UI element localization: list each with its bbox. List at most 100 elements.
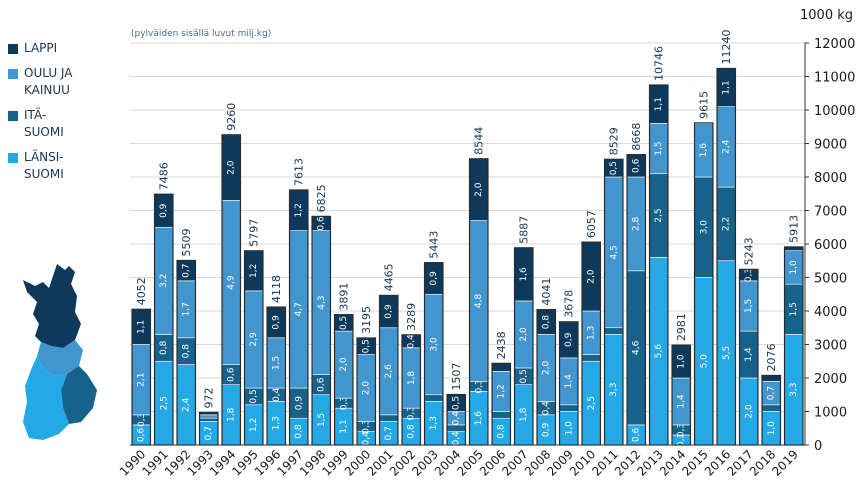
segment-label: 0,5	[519, 369, 529, 383]
segment-label: 0,3	[677, 423, 687, 437]
segment-label: 0,8	[407, 424, 417, 439]
segment-label: 1,3	[272, 416, 282, 430]
segment-label: 0,4	[272, 387, 282, 402]
legend: LAPPI OULU JA KAINUU ITÄ- SUOMI LÄNSI- SUOMI	[8, 40, 118, 191]
segment-label: 5,6	[654, 344, 664, 359]
segment-label: 2,4	[722, 139, 732, 154]
legend-label: SUOMI	[24, 167, 64, 181]
segment-label: 0,5	[339, 316, 349, 330]
segment-label: 0,6	[227, 367, 237, 382]
segment-label: 0,8	[294, 424, 304, 439]
segment-label: 1,6	[519, 267, 529, 282]
legend-label: LAPPI	[24, 41, 58, 55]
total-label: 5797	[248, 219, 261, 247]
y-axis: 0 1000 2000 3000 4000 5000 6000 7000 8000 9000 100…	[804, 37, 855, 454]
segment-label: 1,1	[339, 419, 349, 433]
bar-segment	[761, 404, 781, 412]
bar-segment	[604, 327, 624, 335]
segment-label: 3,2	[159, 274, 169, 288]
total-label: 9260	[225, 103, 238, 131]
total-label: 8529	[608, 127, 621, 155]
segment-label: 0,3	[677, 433, 687, 447]
segment-label: 1,8	[407, 371, 417, 386]
segment-label: 2,1	[137, 373, 147, 387]
segment-label: 2,0	[744, 404, 754, 419]
segment-label: 1,2	[249, 418, 259, 432]
segment-label: 0,6	[137, 428, 147, 443]
total-label: 7613	[293, 158, 306, 186]
segment-label: 4,6	[632, 340, 642, 355]
legend-item: LAPPI	[8, 40, 118, 57]
segment-label: 1,8	[227, 407, 237, 422]
segment-label: 1,5	[789, 302, 799, 316]
segment-label: 2,5	[587, 396, 597, 410]
total-label: 972	[203, 387, 216, 408]
segment-label: 4,9	[227, 275, 237, 290]
segment-label: 0,4	[542, 401, 552, 416]
segment-label: 3,0	[699, 220, 709, 235]
legend-label: ITÄ-	[24, 108, 47, 122]
segment-label: 1,4	[744, 347, 754, 362]
segment-label: 0,7	[204, 426, 214, 440]
total-label: 2981	[675, 313, 688, 341]
total-label: 8668	[630, 123, 643, 151]
segment-label: 1,0	[677, 354, 687, 369]
segment-label: 2,0	[519, 327, 529, 342]
legend-item: LÄNSI- SUOMI	[8, 149, 118, 183]
segment-label: 1,4	[677, 394, 687, 409]
segment-label: 2,8	[632, 216, 642, 231]
segment-label: 0,5	[362, 339, 372, 353]
segment-label: 1,7	[182, 302, 192, 316]
segment-label: 2,6	[384, 364, 394, 379]
map-region-lansi-suomi	[23, 356, 69, 440]
legend-item: OULU JA KAINUU	[8, 65, 118, 99]
segment-label: 0,4	[362, 431, 372, 446]
segment-label: 1,1	[654, 97, 664, 111]
segment-label: 5,5	[722, 346, 732, 360]
map-region-ita-suomi	[61, 366, 97, 424]
y-tick-label: 4000	[814, 305, 847, 320]
segment-label: 0,9	[564, 332, 574, 347]
x-tick-label: 2019	[769, 447, 800, 478]
total-label: 5509	[180, 228, 193, 256]
y-tick-label: 10000	[814, 104, 855, 119]
segment-label: 2,5	[159, 396, 169, 410]
segment-label: 3,3	[789, 383, 799, 397]
segment-label: 0,5	[609, 161, 619, 175]
total-label: 4118	[270, 275, 283, 303]
segment-label: 0,8	[159, 340, 169, 355]
segment-label: 2,0	[542, 361, 552, 376]
y-tick-label: 3000	[814, 339, 847, 354]
segment-label: 0,6	[317, 216, 327, 231]
y-tick-label: 11000	[814, 71, 855, 86]
segment-label: 0,8	[182, 344, 192, 359]
segment-label: 0,5	[452, 396, 462, 410]
segment-label: 2,9	[249, 332, 259, 347]
y-tick-label: 12000	[814, 37, 855, 52]
legend-swatch	[8, 69, 18, 79]
total-label: 5887	[518, 216, 531, 244]
segment-label: 0,4	[452, 431, 462, 446]
bar-segment	[199, 414, 219, 419]
segment-label: 1,2	[497, 384, 507, 398]
segment-label: 0,3	[362, 419, 372, 433]
total-label: 4041	[540, 278, 553, 306]
segment-label: 0,9	[159, 203, 169, 218]
segment-label: 3,0	[429, 337, 439, 352]
segment-label: 1,6	[474, 411, 484, 426]
map-region-lappi	[23, 264, 81, 348]
legend-label: SUOMI	[24, 125, 64, 139]
segment-label: 0,9	[384, 304, 394, 319]
segment-label: 0,3	[407, 406, 417, 420]
segment-label: 2,4	[182, 397, 192, 412]
y-tick-label: 1000	[814, 406, 847, 421]
map-region-oulu-kainuu	[37, 340, 83, 376]
segment-label: 2,0	[339, 357, 349, 372]
total-label: 3195	[360, 306, 373, 334]
segment-label: 1,5	[654, 141, 664, 155]
legend-label: OULU JA	[24, 66, 73, 80]
segment-label: 1,4	[564, 374, 574, 389]
total-label: 2076	[765, 343, 778, 371]
total-label: 3678	[563, 290, 576, 318]
